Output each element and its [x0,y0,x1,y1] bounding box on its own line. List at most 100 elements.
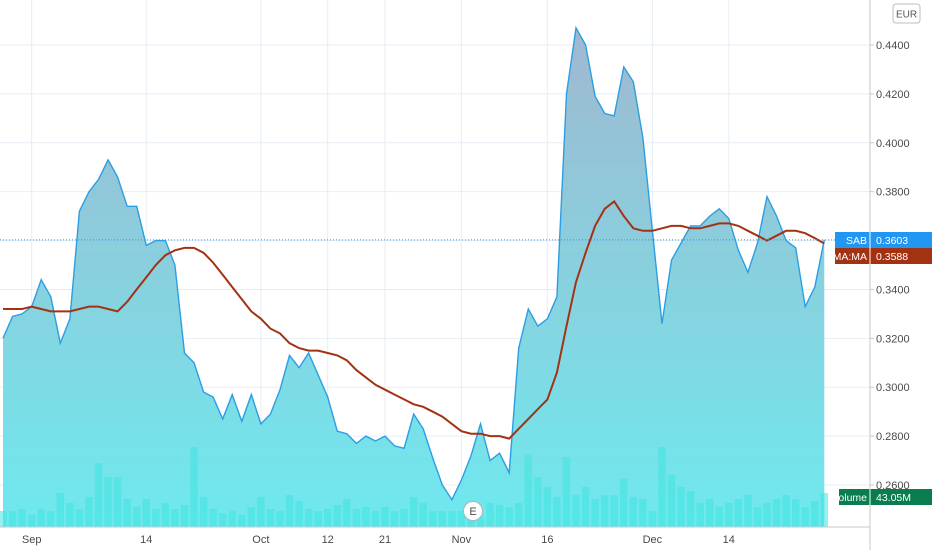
price-series-line [2,25,825,502]
volume-bar [238,515,246,527]
volume-bar [706,499,714,527]
volume-bar [352,509,361,527]
volume-bar [8,511,17,527]
volume-bar [0,511,7,527]
volume-bar [734,499,742,527]
event-marker-label: E [469,506,476,518]
volume-bar [276,511,284,527]
volume-bar [505,507,513,527]
volume-bar [209,509,217,527]
ema-series-line [3,199,825,440]
volume-bar [314,511,322,527]
volume-bar [257,497,265,527]
volume-bar [285,495,294,527]
volume-bar [639,499,647,527]
volume-bar [792,499,800,527]
volume-bar [362,507,370,527]
volume-bar [180,505,189,527]
y-tick-label: 0.4200 [876,89,910,101]
volume-bar [400,509,408,527]
volume-bar [171,509,179,527]
volume-bar [591,499,599,527]
y-tick-label: 0.3400 [876,284,910,296]
ema-tag-bg [835,248,932,264]
price-tag-value: 0.3603 [876,235,908,247]
ema-line [3,199,825,440]
volume-bar [486,503,494,527]
volume-bar [629,497,637,527]
x-tick-label: Dec [643,534,663,546]
ema-tag-value: 0.3588 [876,251,908,263]
ema-tag-name: EMA:MA [826,251,867,263]
volume-bar [324,509,332,527]
volume-bar [801,507,809,527]
volume-tag-value: 43.05M [876,492,911,504]
volume-bar [572,495,580,527]
volume-bar [295,501,303,527]
volume-bar [56,493,64,527]
currency-button-label: EUR [896,10,917,21]
volume-bar [18,509,26,527]
x-tick-label: 12 [322,534,334,546]
volume-bars [0,447,828,527]
x-tick-label: Nov [452,534,472,546]
x-tick-label: 16 [541,534,553,546]
volume-bar [476,517,485,527]
last-value-tags: SAB 0.3603 EMA:MA 0.3588 Volume 43.05M [826,232,932,505]
volume-bar [524,455,532,527]
volume-bar [304,509,313,527]
y-tick-label: 0.3000 [876,382,910,394]
axes: 0.44000.42000.40000.38000.36000.34000.32… [0,0,910,550]
volume-bar [152,509,160,527]
volume-bar [448,511,456,527]
volume-bar [47,511,55,527]
price-tag-bg [835,232,932,248]
volume-tag-bg [839,489,932,505]
volume-bar [85,497,93,527]
volume-bar [429,511,437,527]
y-tick-label: 0.3800 [876,187,910,199]
volume-bar [658,447,666,527]
volume-bar [543,487,551,527]
volume-tag: Volume 43.05M [832,489,932,505]
volume-bar [228,511,236,527]
volume-bar [744,495,752,527]
price-area-fill [3,27,825,528]
volume-bar [811,501,819,527]
volume-bar [381,507,389,527]
volume-bar [620,479,628,527]
volume-bar [142,499,150,527]
volume-bar [199,497,208,527]
volume-bar [190,447,198,527]
volume-bar [686,491,695,527]
volume-bar [266,509,275,527]
volume-bar [553,497,561,527]
volume-bar [495,505,504,527]
price-tag-name: SAB [846,235,867,247]
volume-bar [820,493,828,527]
y-tick-label: 0.3200 [876,333,910,345]
volume-bar [161,503,170,527]
volume-bar [677,487,685,527]
currency-button[interactable]: EUR [892,3,921,24]
volume-bar [410,497,418,527]
volume-bar [123,499,131,527]
earnings-event-marker[interactable]: E [463,501,483,521]
volume-bar [390,511,399,527]
volume-bar [562,457,571,527]
volume-bar [725,503,733,527]
volume-bar [457,511,466,527]
volume-bar [581,487,590,527]
volume-bar [133,507,141,527]
volume-bar [104,477,112,527]
volume-bar [696,503,704,527]
volume-bar [333,505,341,527]
volume-bar [419,503,427,527]
volume-bar [772,499,781,527]
volume-bar [113,477,122,527]
price-line [2,25,825,502]
price-area [3,27,825,528]
volume-bar [534,477,542,527]
volume-bar [763,503,771,527]
